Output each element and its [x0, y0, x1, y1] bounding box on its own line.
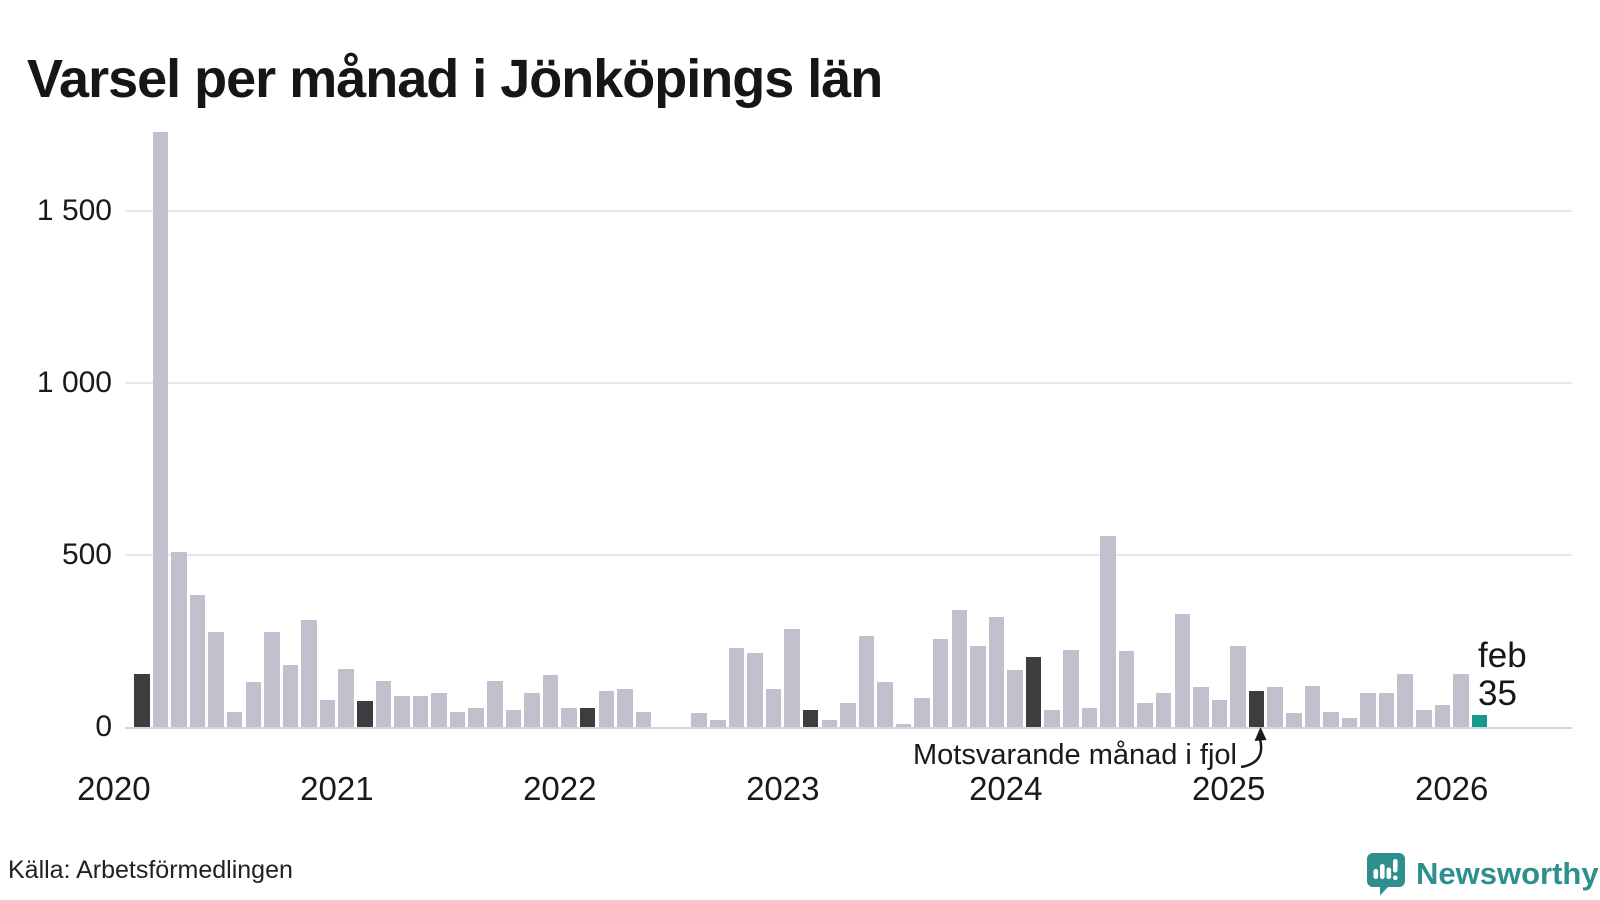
bar-2022-02: [579, 708, 596, 727]
bar-2020-12: [319, 699, 336, 727]
bar-2022-05: [635, 711, 652, 727]
bar-2020-10: [282, 665, 299, 727]
bar-2024-08: [1137, 702, 1153, 727]
bar-2023-09: [932, 639, 949, 727]
bar-2024-02: [1025, 656, 1042, 727]
bar-2025-08: [1360, 692, 1376, 727]
bar-2025-01: [1230, 646, 1246, 727]
x-axis-baseline: [125, 727, 1572, 729]
bar-2024-09: [1155, 692, 1172, 727]
bar-2021-09: [487, 680, 503, 727]
x-year-label-2026: 2026: [1414, 770, 1489, 807]
bar-2022-01: [561, 708, 577, 727]
bar-2023-05: [858, 635, 875, 727]
y-tick-label: 1 000: [36, 366, 112, 399]
bar-2025-06: [1323, 711, 1339, 727]
bar-2024-10: [1174, 613, 1191, 727]
bar-2020-06: [208, 632, 224, 727]
bar-2021-11: [524, 692, 540, 727]
y-tick-label: 500: [61, 538, 112, 571]
bar-2023-06: [877, 682, 893, 727]
chart-title: Varsel per månad i Jönköpings län: [27, 49, 883, 110]
bar-2022-11: [747, 653, 763, 727]
bar-2023-03: [821, 720, 838, 727]
bar-2023-07: [895, 723, 912, 727]
latest-month-label: feb: [1478, 636, 1527, 675]
bar-2025-05: [1304, 685, 1321, 727]
bar-2025-04: [1286, 713, 1302, 727]
x-year-label-2025: 2025: [1191, 770, 1266, 807]
source-note: Källa: Arbetsförmedlingen: [8, 856, 293, 884]
gridline: [125, 382, 1572, 384]
bar-2022-04: [617, 689, 633, 727]
bar-2025-12: [1434, 704, 1451, 727]
bar-2024-05: [1081, 708, 1098, 727]
bar-2020-04: [171, 551, 187, 727]
bar-2020-07: [226, 711, 243, 727]
latest-value: 35: [1478, 674, 1517, 713]
bar-2022-12: [765, 689, 782, 727]
x-year-label-2024: 2024: [969, 770, 1043, 807]
bar-2021-12: [542, 675, 559, 727]
annotation-text: Motsvarande månad i fjol: [913, 739, 1237, 771]
newsworthy-bubble-icon: [1367, 853, 1405, 896]
y-tick-label: 1 500: [36, 194, 112, 227]
bar-2021-04: [394, 696, 410, 727]
bar-2024-07: [1118, 651, 1135, 727]
bar-2020-09: [264, 632, 280, 727]
bar-2020-11: [301, 620, 317, 727]
x-year-label-2020: 2020: [77, 770, 151, 807]
bar-2021-01: [338, 668, 354, 727]
bar-2025-03: [1267, 687, 1283, 727]
bar-2024-04: [1063, 649, 1079, 727]
bar-2021-10: [505, 709, 522, 727]
bar-2020-03: [152, 131, 169, 727]
gridline: [125, 554, 1572, 556]
brand-logo: Newsworthy: [1366, 852, 1599, 896]
bar-2021-07: [449, 711, 466, 727]
bar-2025-11: [1416, 709, 1432, 727]
bar-2021-05: [412, 696, 429, 727]
bar-2020-08: [245, 682, 262, 727]
annotation-arrow-icon: [1240, 727, 1267, 769]
bar-2024-03: [1044, 709, 1060, 727]
bar-2021-06: [431, 692, 447, 727]
bar-2021-03: [375, 680, 392, 727]
x-year-label-2022: 2022: [523, 770, 597, 807]
bar-2024-11: [1193, 687, 1209, 727]
bar-2025-07: [1341, 718, 1358, 727]
bar-2024-12: [1211, 699, 1228, 727]
bar-2026-01: [1453, 673, 1469, 727]
bar-2025-09: [1378, 692, 1395, 727]
bar-2023-10: [951, 610, 968, 727]
bar-2023-01: [784, 629, 800, 727]
brand-name: Newsworthy: [1416, 856, 1599, 891]
bar-2023-04: [840, 702, 856, 727]
bar-2022-08: [691, 713, 707, 727]
y-tick-label: 0: [95, 710, 112, 743]
latest-value-label: feb 35: [1478, 637, 1527, 713]
bar-2022-09: [710, 720, 726, 727]
bar-2021-08: [468, 708, 484, 727]
x-year-label-2021: 2021: [300, 770, 374, 807]
x-year-label-2023: 2023: [746, 770, 820, 807]
bar-2024-01: [1007, 670, 1023, 727]
bar-2021-02: [357, 701, 373, 727]
bar-2025-02: [1248, 690, 1265, 727]
bar-2023-02: [802, 709, 819, 727]
bar-2023-11: [970, 646, 986, 727]
bar-2025-10: [1397, 673, 1413, 727]
bar-2024-06: [1100, 536, 1116, 727]
bar-2022-03: [598, 690, 615, 727]
bar-2022-10: [728, 647, 745, 727]
bar-2020-02: [134, 673, 150, 727]
bar-2023-08: [914, 697, 930, 727]
gridline: [125, 210, 1572, 212]
bar-2026-02: [1471, 715, 1488, 727]
bar-2023-12: [988, 616, 1005, 727]
bar-2020-05: [189, 594, 206, 727]
